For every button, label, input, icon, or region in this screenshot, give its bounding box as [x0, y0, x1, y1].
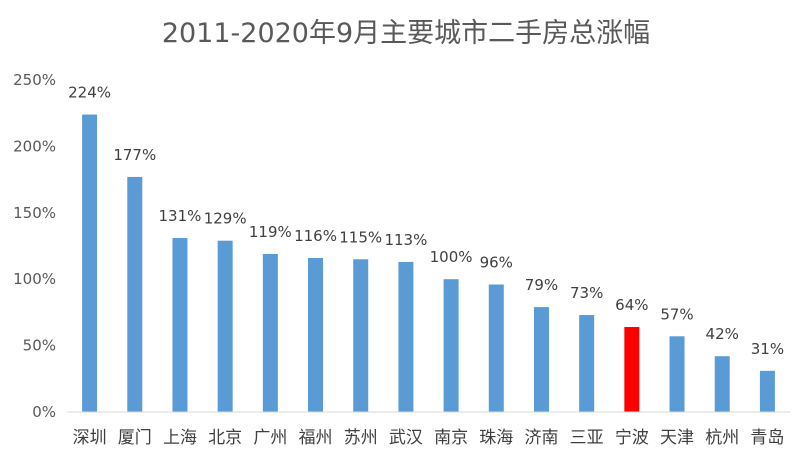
data-label: 96% [480, 254, 513, 272]
bar [82, 114, 98, 412]
bar [669, 336, 685, 412]
category-label: 上海 [163, 428, 197, 448]
bar [579, 315, 595, 412]
category-label: 天津 [660, 428, 694, 448]
bar [262, 253, 278, 412]
category-label: 武汉 [389, 428, 423, 448]
y-tick-label: 50% [23, 337, 56, 355]
y-tick-label: 0% [32, 403, 56, 421]
data-label: 119% [249, 223, 292, 241]
data-label: 73% [570, 284, 603, 302]
bar [443, 279, 459, 412]
y-axis: 0% 50% 100% 150% 200% 250% [13, 71, 56, 421]
data-label: 64% [615, 296, 648, 314]
data-label: 79% [525, 276, 558, 294]
bar [714, 356, 730, 412]
data-label: 131% [159, 207, 202, 225]
bar [308, 257, 324, 412]
bar [759, 370, 775, 412]
bar [127, 176, 143, 412]
bar [624, 327, 640, 412]
bar [398, 261, 414, 412]
category-label: 广州 [253, 428, 287, 448]
bar [353, 259, 369, 412]
category-label: 青岛 [750, 428, 784, 448]
x-axis: 深圳 厦门 上海 北京 广州 福州 苏州 武汉 南京 珠海 济南 三亚 宁波 天津 杭州 青岛 [67, 411, 790, 448]
data-label: 57% [660, 305, 693, 323]
category-label: 济南 [524, 428, 558, 448]
category-label: 厦门 [118, 428, 152, 448]
y-tick-label: 250% [13, 71, 56, 89]
chart-title: 2011-2020年9月主要城市二手房总涨幅 [162, 18, 650, 49]
category-label: 宁波 [615, 428, 649, 448]
data-label: 42% [706, 325, 739, 343]
category-label: 苏州 [344, 428, 378, 448]
category-label: 北京 [208, 428, 242, 448]
data-label: 129% [204, 210, 247, 228]
y-tick-label: 150% [13, 204, 56, 222]
bar [217, 240, 233, 412]
data-label: 100% [430, 248, 473, 266]
data-label: 224% [68, 84, 111, 102]
y-tick-label: 100% [13, 270, 56, 288]
category-label: 福州 [299, 428, 333, 448]
bars-group: 224% 177% 131% 129%119% 116% 115% 113%100% 96% 7… [68, 84, 784, 412]
category-label: 珠海 [479, 428, 513, 448]
category-label: 杭州 [705, 428, 739, 448]
data-label: 31% [751, 340, 784, 358]
category-label: 南京 [434, 428, 468, 448]
bar [533, 307, 549, 412]
data-label: 113% [384, 231, 427, 249]
bar [172, 238, 188, 412]
y-tick-label: 200% [13, 137, 56, 155]
data-label: 116% [294, 227, 337, 245]
data-label: 177% [113, 146, 156, 164]
data-label: 115% [339, 228, 382, 246]
category-label: 三亚 [570, 428, 604, 448]
bar [488, 284, 504, 412]
category-label: 深圳 [73, 428, 107, 448]
